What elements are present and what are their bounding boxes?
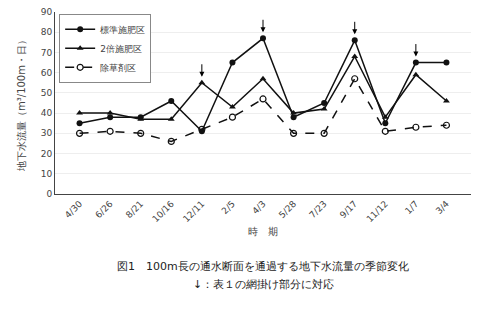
svg-text:20: 20	[41, 149, 53, 159]
svg-text:10/16: 10/16	[150, 199, 176, 225]
svg-text:3/4: 3/4	[434, 199, 452, 217]
svg-text:40: 40	[41, 108, 53, 118]
svg-text:90: 90	[41, 7, 53, 17]
svg-text:時 期: 時 期	[248, 226, 278, 237]
svg-text:7/23: 7/23	[307, 199, 328, 220]
svg-text:除草剤区: 除草剤区	[100, 63, 136, 73]
svg-text:地下水流量（m³/100m・日）: 地下水流量（m³/100m・日）	[16, 35, 27, 172]
svg-text:2倍施肥区: 2倍施肥区	[100, 44, 142, 54]
svg-text:80: 80	[41, 27, 53, 37]
svg-text:4/3: 4/3	[250, 199, 267, 216]
svg-text:4/30: 4/30	[63, 199, 85, 221]
svg-text:9/17: 9/17	[338, 199, 359, 220]
svg-text:↓：表１の網掛け部分に対応: ↓：表１の網掛け部分に対応	[193, 278, 334, 291]
svg-text:70: 70	[41, 48, 53, 58]
svg-text:8/21: 8/21	[124, 199, 145, 220]
svg-text:60: 60	[41, 68, 53, 78]
svg-text:1/7: 1/7	[403, 199, 420, 216]
svg-text:30: 30	[41, 128, 53, 138]
svg-text:5/28: 5/28	[277, 199, 299, 221]
svg-text:2/5: 2/5	[220, 199, 237, 216]
svg-text:50: 50	[41, 88, 53, 98]
svg-text:図1 100m長の通水断面を通過する地下水流量の季節変化: 図1 100m長の通水断面を通過する地下水流量の季節変化	[117, 260, 409, 273]
svg-text:10: 10	[41, 169, 53, 179]
svg-text:0: 0	[46, 189, 52, 199]
svg-text:11/12: 11/12	[364, 199, 389, 224]
svg-text:12/11: 12/11	[181, 199, 206, 224]
svg-text:6/26: 6/26	[93, 199, 115, 221]
svg-text:標準施肥区: 標準施肥区	[100, 25, 145, 35]
